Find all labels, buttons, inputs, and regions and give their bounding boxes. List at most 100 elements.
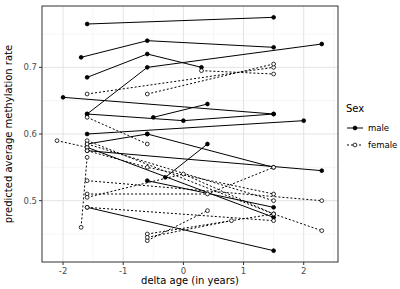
point bbox=[272, 205, 276, 209]
point bbox=[272, 212, 276, 216]
point bbox=[85, 22, 89, 26]
subject-line bbox=[87, 141, 274, 214]
point bbox=[79, 55, 83, 59]
point bbox=[272, 72, 276, 76]
point bbox=[85, 132, 89, 136]
point bbox=[85, 179, 89, 183]
legend-title: Sex bbox=[346, 103, 364, 114]
point bbox=[85, 149, 89, 153]
point bbox=[85, 155, 89, 159]
point bbox=[85, 142, 89, 146]
point bbox=[200, 69, 204, 73]
tick-label: 2 bbox=[301, 266, 306, 276]
tick-label: 0.7 bbox=[23, 62, 37, 72]
point bbox=[320, 199, 324, 203]
subject-line bbox=[87, 17, 274, 24]
point bbox=[85, 75, 89, 79]
point bbox=[79, 225, 83, 229]
legend-label: male bbox=[368, 123, 389, 133]
point bbox=[272, 112, 276, 116]
subject-line bbox=[153, 104, 207, 117]
point bbox=[320, 42, 324, 46]
subject-line bbox=[63, 97, 274, 114]
point bbox=[272, 199, 276, 203]
point bbox=[206, 142, 210, 146]
point bbox=[206, 192, 210, 196]
subject-line bbox=[87, 147, 274, 217]
point bbox=[85, 205, 89, 209]
subject-line bbox=[147, 181, 273, 208]
panel-border bbox=[42, 6, 338, 262]
point bbox=[61, 95, 65, 99]
minor-grid bbox=[42, 234, 338, 235]
point bbox=[272, 192, 276, 196]
subject-line bbox=[87, 174, 274, 214]
tick-label: 0.5 bbox=[23, 196, 37, 206]
tick-label: 0.6 bbox=[23, 129, 37, 139]
subject-line bbox=[147, 211, 207, 241]
subject-line bbox=[87, 207, 274, 220]
point bbox=[230, 219, 234, 223]
tick bbox=[39, 200, 42, 201]
tick bbox=[303, 262, 304, 265]
subject-line bbox=[87, 114, 274, 121]
tick bbox=[123, 262, 124, 265]
point bbox=[272, 249, 276, 253]
point bbox=[151, 115, 155, 119]
point bbox=[272, 45, 276, 49]
point bbox=[206, 102, 210, 106]
point bbox=[145, 92, 149, 96]
point bbox=[85, 205, 89, 209]
point bbox=[272, 212, 276, 216]
point bbox=[302, 119, 306, 123]
x-axis-title: delta age (in years) bbox=[141, 275, 239, 286]
point bbox=[320, 229, 324, 233]
tick bbox=[39, 134, 42, 135]
grid-line bbox=[42, 200, 338, 201]
point bbox=[206, 209, 210, 213]
point bbox=[55, 139, 59, 143]
subject-line bbox=[87, 54, 201, 77]
point bbox=[272, 212, 276, 216]
point bbox=[85, 142, 89, 146]
subject-line bbox=[87, 181, 322, 201]
point bbox=[272, 165, 276, 169]
data-group bbox=[55, 15, 324, 252]
point bbox=[145, 132, 149, 136]
legend-key bbox=[353, 143, 357, 147]
point bbox=[145, 52, 149, 56]
point bbox=[85, 149, 89, 153]
subject-line bbox=[87, 117, 147, 144]
legend-label: female bbox=[368, 140, 397, 150]
tick-label: -2 bbox=[59, 266, 67, 276]
point bbox=[272, 62, 276, 66]
point bbox=[181, 172, 185, 176]
point bbox=[85, 115, 89, 119]
grid-line bbox=[42, 67, 338, 68]
subject-line bbox=[147, 214, 321, 234]
point bbox=[145, 179, 149, 183]
legend-key bbox=[353, 126, 357, 130]
point bbox=[85, 195, 89, 199]
point bbox=[145, 235, 149, 239]
subject-line bbox=[87, 134, 147, 144]
subject-line bbox=[147, 134, 273, 167]
point bbox=[145, 165, 149, 169]
point bbox=[85, 92, 89, 96]
point bbox=[181, 119, 185, 123]
chart: -2-10120.50.60.7delta age (in years)pred… bbox=[0, 0, 400, 289]
point bbox=[272, 219, 276, 223]
point bbox=[272, 15, 276, 19]
subject-line bbox=[87, 144, 274, 201]
subject-line bbox=[81, 41, 274, 58]
point bbox=[145, 142, 149, 146]
point bbox=[145, 39, 149, 43]
point bbox=[320, 169, 324, 173]
subject-line bbox=[201, 71, 273, 74]
point bbox=[163, 175, 167, 179]
plot-background bbox=[42, 6, 338, 262]
subject-line bbox=[147, 64, 273, 94]
minor-grid bbox=[42, 34, 338, 35]
tick bbox=[39, 67, 42, 68]
point bbox=[145, 65, 149, 69]
